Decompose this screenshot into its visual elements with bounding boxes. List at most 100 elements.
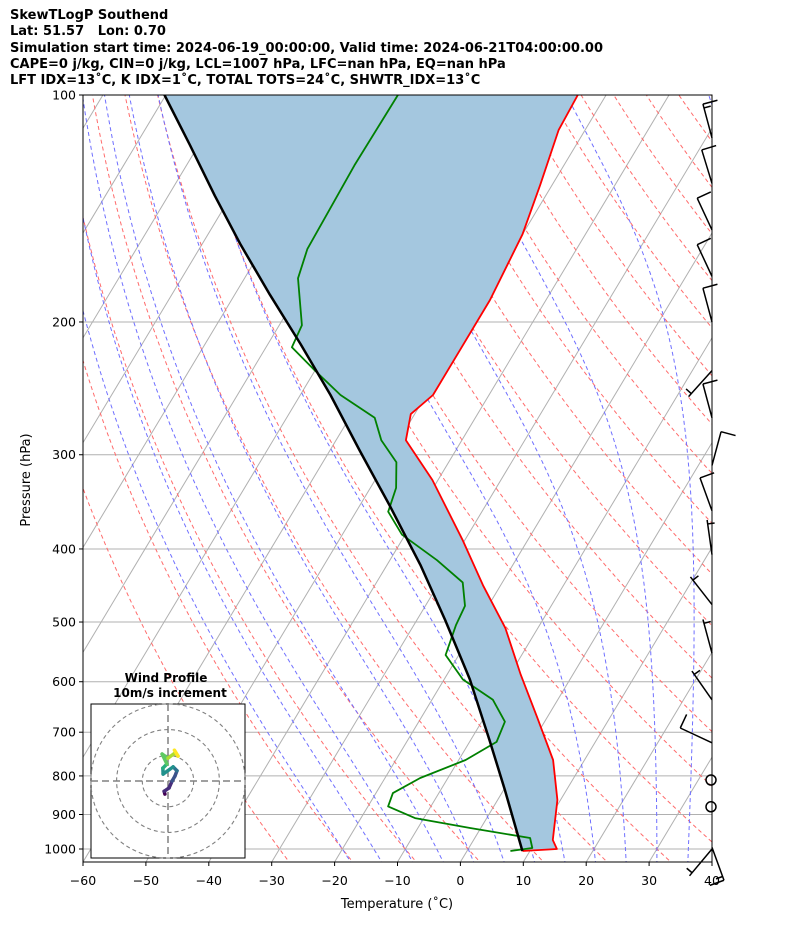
barb-half [685,388,692,395]
x-tick-label: −10 [384,873,410,888]
chart-header: SkewTLogP Southend Lat: 51.57 Lon: 0.70 … [10,8,603,89]
isotherm-line [83,95,167,234]
hodograph-segment [172,748,180,758]
x-tick-label: 30 [641,873,657,888]
moist-adiabat-line [83,215,383,862]
moist-adiabat-line [355,95,627,862]
y-axis-label: Pressure (hPa) [19,433,34,526]
isotherm-line [522,546,712,862]
y-tick-label: 400 [52,541,76,556]
barb-half [686,867,693,874]
time-text: Simulation start time: 2024-06-19_00:00:… [10,40,603,56]
index-text: LFT IDX=13˚C, K IDX=1˚C, TOTAL TOTS=24˚C… [10,73,481,89]
x-tick-label: 20 [578,873,594,888]
wind-barb [696,191,713,231]
y-tick-label: 100 [52,88,76,103]
barb-staff [701,149,713,184]
barb-full [701,144,717,151]
barb-full [696,237,712,246]
wind-barb [701,144,717,184]
cape-text: CAPE=0 j/kg, CIN=0 j/kg, LCL=1007 hPa, L… [10,56,506,72]
x-tick-label: 0 [456,873,464,888]
dry-adiabat-line [710,95,712,97]
y-tick-label: 200 [52,314,76,329]
x-tick-label: 40 [704,873,720,888]
temperature-line [404,95,579,852]
wind-barb [686,848,713,877]
hodograph-inset: Wind Profile 10m/s increment [90,671,246,859]
wind-barb [691,669,713,701]
wind-barb [689,575,713,605]
moist-adiabat-line [128,95,475,862]
wind-barb [711,430,736,466]
dry-adiabat-line [83,358,354,862]
dry-adiabat-line [222,95,712,843]
isotherm-line [83,95,293,444]
y-tick-label: 600 [52,674,76,689]
moist-adiabat-line [750,95,794,865]
wind-barb [706,519,715,555]
barb-half [703,105,711,109]
calm-wind-circle [705,774,717,786]
moist-adiabat-line [83,95,414,862]
barb-full [702,379,718,385]
isotherm-line [271,127,712,862]
dry-adiabat-line [417,95,712,524]
barb-half [692,575,699,581]
y-tick-label: 500 [52,615,76,630]
isotherm-line [83,95,230,339]
barb-half [707,522,715,525]
wind-barb [702,99,718,139]
wind-barbs [679,99,736,887]
y-tick-label: 300 [52,447,76,462]
parcel-shading [164,95,578,851]
dewpoint-line [290,95,534,852]
calm-wind-circle [705,801,717,813]
barb-full [709,879,725,887]
dry-adiabat-line [287,95,712,733]
moist-adiabat-line [287,95,596,862]
moist-adiabat-line [104,95,444,862]
dry-adiabat-line [732,78,794,865]
dry-adiabat-line [83,486,290,862]
wind-barb [702,619,713,654]
isotherm-line [334,232,712,862]
wind-barb [702,379,718,419]
dry-adiabat-line [352,95,712,627]
moist-adiabat-line [192,95,536,862]
y-tick-label: 800 [52,768,76,783]
y-tick-label: 1000 [44,842,76,857]
hodograph-ring [90,703,246,859]
dry-adiabat-line [83,215,418,862]
x-tick-label: −60 [70,873,96,888]
dry-adiabat-line [764,78,794,865]
barb-staff [702,619,713,654]
isotherm-line [648,756,712,862]
dry-adiabat-line [91,95,481,862]
barb-half [715,875,723,880]
isotherm-line [208,95,670,862]
barb-staff [702,383,713,419]
y-tick-label: 900 [52,807,76,822]
x-tick-label: −20 [321,873,347,888]
y-tick-label: 700 [52,725,76,740]
isotherm-line [585,651,712,862]
parcel-line [163,95,524,852]
barb-staff [696,244,713,277]
barb-staff [688,370,713,398]
wind-barb [705,774,717,786]
barb-staff [699,477,713,512]
barb-staff [696,197,713,231]
barb-staff [679,727,713,744]
wind-barb [699,472,715,512]
x-tick-label: 10 [515,873,531,888]
chart-title: SkewTLogP Southend [10,8,169,23]
parcel-area-fill [164,95,578,851]
dry-adiabat-line [254,95,712,787]
dry-adiabat-line [645,95,712,189]
barb-staff [711,847,725,881]
moist-adiabat-line [708,95,712,107]
barb-staff [691,670,713,701]
moist-adiabat-line [445,95,658,862]
